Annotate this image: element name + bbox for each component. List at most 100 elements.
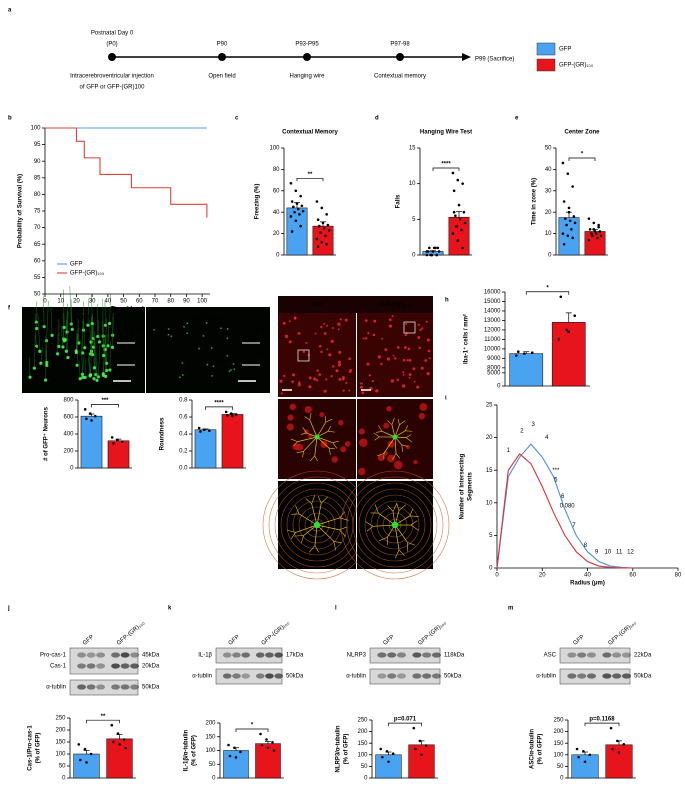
data-point xyxy=(616,740,619,743)
y-tick-label: 10000 xyxy=(484,346,501,352)
blot-band xyxy=(577,652,586,657)
x-axis-label: Radius (μm) xyxy=(570,581,605,587)
blot-row-label: Cas-1 xyxy=(50,664,67,670)
microglia xyxy=(332,365,334,367)
y-tick-label: 200 xyxy=(55,728,66,734)
blot-band xyxy=(622,673,631,678)
data-point xyxy=(271,741,274,744)
microglia xyxy=(369,374,371,376)
data-point xyxy=(299,195,302,198)
neuron xyxy=(104,348,107,351)
y-tick-label: 16000 xyxy=(484,290,501,296)
data-point xyxy=(296,202,299,205)
microglia xyxy=(358,468,365,475)
data-point xyxy=(463,211,466,214)
microglia xyxy=(413,367,416,370)
microglia xyxy=(378,355,381,358)
data-point xyxy=(460,229,463,232)
layer-label: II & III xyxy=(125,328,141,334)
region-label: S1 xyxy=(30,348,38,354)
image-header: GFP-(GR)₁₀₀ xyxy=(190,316,226,322)
y-tick-label: 70 xyxy=(34,225,41,231)
microglia xyxy=(403,374,405,376)
y-axis-label: Probability of Survival (%) xyxy=(18,174,24,248)
neuron xyxy=(108,322,111,325)
microglia xyxy=(417,336,420,339)
soma xyxy=(393,435,398,440)
microglia xyxy=(403,359,406,362)
blot-band xyxy=(377,652,386,657)
data-point xyxy=(600,234,603,237)
microglia xyxy=(331,375,333,377)
data-point xyxy=(595,232,598,235)
x-tick-label: 90 xyxy=(183,299,190,305)
y-tick-label: 20 xyxy=(273,231,280,237)
microglia xyxy=(331,340,334,343)
y-axis-label: NLRP3/α-tubulin xyxy=(336,725,342,772)
neuron xyxy=(28,376,31,379)
microglia xyxy=(350,369,352,371)
timeline-bottom-label: Hanging wire xyxy=(289,74,325,80)
annotation: 10 xyxy=(605,549,612,555)
blot-band xyxy=(587,652,596,657)
data-point xyxy=(297,208,300,211)
microglia xyxy=(402,371,404,373)
data-point xyxy=(111,436,114,439)
data-point xyxy=(317,245,320,248)
microglia xyxy=(409,359,412,362)
blot-band xyxy=(422,652,431,657)
microglia xyxy=(320,351,322,353)
blot-band xyxy=(387,673,396,678)
data-point xyxy=(85,761,88,764)
bar xyxy=(74,754,100,778)
neuron xyxy=(102,354,105,357)
blot-kda-label: 50kDa xyxy=(142,685,160,691)
data-point xyxy=(563,200,566,203)
data-point xyxy=(412,727,415,730)
data-point xyxy=(430,254,433,257)
y-tick-label: 40 xyxy=(273,210,280,216)
microglia xyxy=(383,423,389,429)
neuron xyxy=(63,339,66,342)
data-point xyxy=(392,752,395,755)
blot-band xyxy=(111,684,120,689)
scale-bar-label: 50 μm xyxy=(361,382,378,388)
blot-strip xyxy=(70,648,138,674)
neuron xyxy=(183,326,185,328)
blot-band xyxy=(241,673,250,678)
timeline-dot xyxy=(108,53,116,61)
neuron xyxy=(44,379,47,382)
neuron xyxy=(66,356,69,359)
microglia xyxy=(316,379,318,381)
microglia xyxy=(319,345,322,348)
microglia xyxy=(402,384,405,387)
significance-label: *** xyxy=(101,398,109,404)
blot-band xyxy=(397,652,406,657)
neuron xyxy=(81,373,84,376)
data-point xyxy=(267,746,270,749)
data-point xyxy=(611,748,614,751)
blot-band xyxy=(432,673,441,678)
microglia xyxy=(375,389,378,392)
layer-label: IV & V xyxy=(124,351,141,357)
blot-band xyxy=(96,684,105,689)
panel-label: d xyxy=(375,116,379,122)
x-tick-label: 80 xyxy=(167,299,174,305)
data-point xyxy=(118,743,121,746)
blot-band xyxy=(87,663,96,668)
blot-band xyxy=(274,652,283,657)
y-tick-label: 100 xyxy=(357,752,368,758)
data-point xyxy=(318,225,321,228)
timeline-top-label: Postnatal Day 0 xyxy=(91,31,134,37)
blot-band xyxy=(256,673,265,678)
microglia xyxy=(305,406,312,413)
microglia xyxy=(320,441,327,448)
neuron xyxy=(233,363,235,365)
annotation: *** xyxy=(552,468,560,474)
y-tick-label: 15 xyxy=(409,146,416,152)
y-tick-label: 9000 xyxy=(487,356,501,362)
y-tick-label: 0.2 xyxy=(179,449,188,455)
blot-band xyxy=(602,673,611,678)
y-tick-label: 20 xyxy=(545,210,552,216)
data-point xyxy=(325,213,328,216)
